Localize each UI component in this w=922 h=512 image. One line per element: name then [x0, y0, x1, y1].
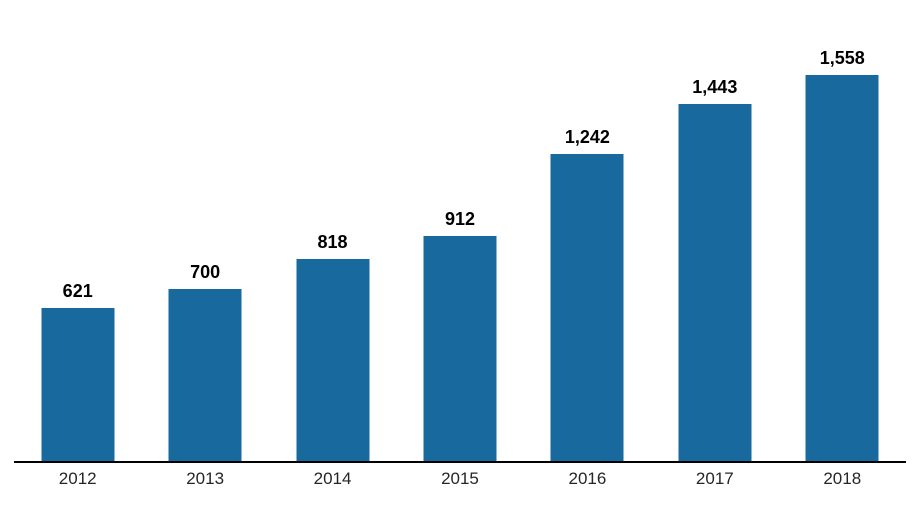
bar-2013 — [168, 289, 242, 463]
bar-2017 — [678, 104, 752, 463]
x-axis-tick-label: 2016 — [568, 469, 607, 488]
bar-value-label: 1,443 — [692, 77, 738, 97]
bar-value-label: 700 — [190, 262, 221, 282]
bar-slot-2018: 1,558 — [779, 0, 906, 463]
bar-value-label: 621 — [62, 281, 93, 301]
bar-value-label: 912 — [444, 209, 475, 229]
bar-slot-2012: 621 — [14, 0, 141, 463]
x-axis-tick-label: 2012 — [58, 469, 97, 488]
bar-2014 — [296, 259, 370, 463]
x-axis-tick-label: 2014 — [313, 469, 352, 488]
x-axis-tick-label: 2013 — [186, 469, 225, 488]
bar-value-label: 818 — [317, 232, 348, 252]
x-axis-tick-labels: 2012 2013 2014 2015 2016 2017 2018 — [14, 470, 906, 487]
bar-2012 — [41, 308, 115, 463]
bar-slot-2017: 1,443 — [651, 0, 778, 463]
bar-slot-2013: 700 — [141, 0, 268, 463]
x-axis-tick-label: 2018 — [823, 469, 862, 488]
bar-slot-2014: 818 — [269, 0, 396, 463]
x-axis-tick-label: 2017 — [695, 469, 734, 488]
x-axis-line — [14, 461, 906, 463]
x-axis-tick-label: 2015 — [441, 469, 479, 488]
bar-slot-2015: 912 — [396, 0, 523, 463]
bar-value-label: 1,242 — [564, 127, 610, 147]
bar-value-label: 1,558 — [819, 48, 865, 68]
plot-area: 621 700 818 912 1,242 1,443 1,558 — [14, 0, 906, 463]
bar-slot-2016: 1,242 — [524, 0, 651, 463]
bars-container: 621 700 818 912 1,242 1,443 1,558 — [14, 0, 906, 463]
bar-2018 — [805, 75, 879, 463]
bar-2016 — [550, 154, 624, 463]
bar-2015 — [423, 236, 497, 463]
